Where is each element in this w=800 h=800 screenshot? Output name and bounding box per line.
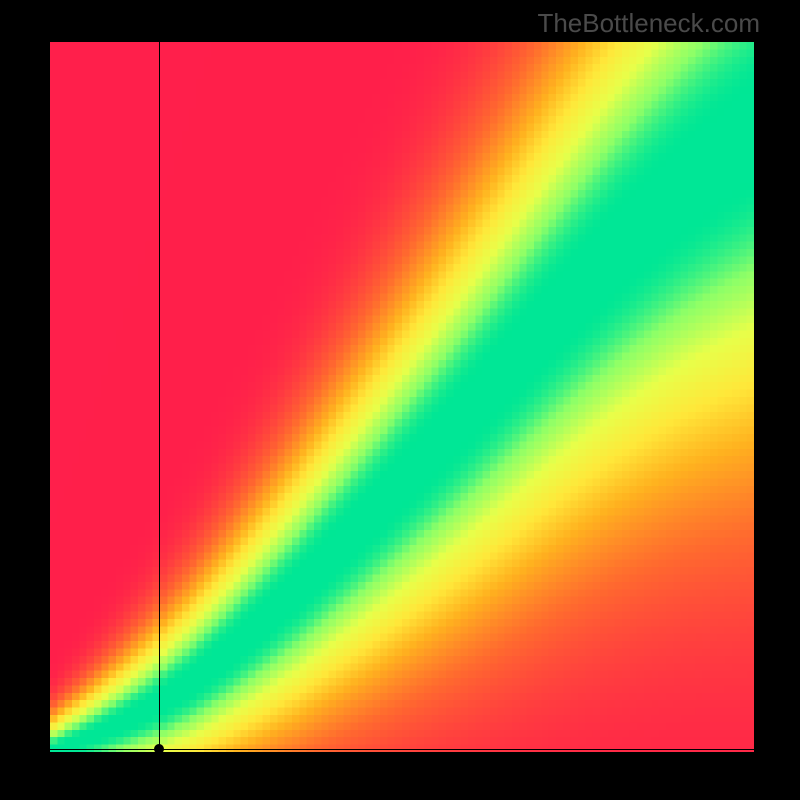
heatmap-plot: [50, 42, 754, 752]
heatmap-canvas: [50, 42, 754, 752]
crosshair-vertical: [159, 42, 160, 752]
outer-frame: TheBottleneck.com: [0, 0, 800, 800]
marker-dot: [154, 744, 164, 754]
watermark-text: TheBottleneck.com: [537, 8, 760, 39]
